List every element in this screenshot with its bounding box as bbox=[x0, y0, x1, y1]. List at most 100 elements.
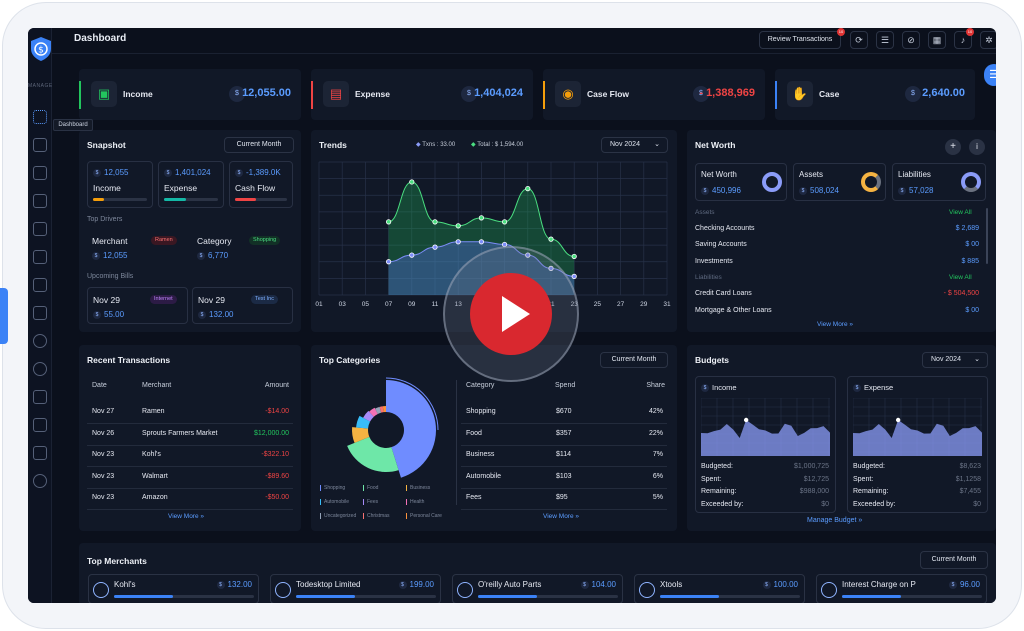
settings-gear-icon[interactable]: ✲ bbox=[980, 31, 996, 49]
table-row[interactable]: Nov 23 Amazon -$50.00 bbox=[87, 489, 293, 510]
current-month-button[interactable]: Current Month bbox=[920, 551, 988, 569]
month-select[interactable]: Nov 2024 ⌄ bbox=[922, 352, 988, 368]
merchant-tile[interactable]: Xtools $100.00 bbox=[634, 574, 805, 603]
data-point[interactable] bbox=[386, 219, 392, 225]
table-row[interactable]: Fees $95 5% bbox=[461, 489, 667, 510]
info-icon[interactable]: i bbox=[969, 139, 985, 155]
data-point[interactable] bbox=[409, 179, 415, 185]
dollar-icon: $ bbox=[693, 86, 709, 102]
data-point[interactable] bbox=[548, 236, 554, 242]
table-row[interactable]: Nov 23 Walmart -$89.60 bbox=[87, 468, 293, 489]
dashboard-screen: $ MANAGE Dashboard Dashboard Review Tran… bbox=[28, 28, 996, 603]
donut-slice-4[interactable] bbox=[363, 410, 374, 422]
liability-name: Credit Card Loans bbox=[695, 290, 752, 297]
data-point[interactable] bbox=[432, 244, 438, 250]
legend-item: Automobile bbox=[320, 499, 349, 505]
accounts-nav-icon[interactable] bbox=[33, 138, 47, 152]
report-nav-icon[interactable] bbox=[33, 390, 47, 404]
donut-slice-0[interactable] bbox=[386, 380, 436, 478]
recent-transactions-card: Recent Transactions Date Merchant Amount… bbox=[79, 345, 301, 531]
merchant-tile[interactable]: O'reilly Auto Parts $104.00 bbox=[452, 574, 623, 603]
profile-nav-icon[interactable] bbox=[33, 474, 47, 488]
categories-donut-chart bbox=[347, 377, 439, 478]
row-share: 5% bbox=[652, 494, 663, 501]
merchant-tile[interactable]: Kohl's $132.00 bbox=[88, 574, 259, 603]
current-month-button[interactable]: Current Month bbox=[224, 137, 294, 153]
view-all-link[interactable]: View All bbox=[949, 209, 972, 216]
donut-slice-8[interactable] bbox=[382, 406, 386, 413]
calendar-icon[interactable]: ▦ bbox=[928, 31, 946, 49]
data-point[interactable] bbox=[478, 239, 484, 245]
data-point[interactable] bbox=[386, 259, 392, 265]
table-row[interactable]: Business $114 7% bbox=[461, 446, 667, 467]
data-point[interactable] bbox=[455, 223, 461, 229]
month-select[interactable]: Nov 2024 ⌄ bbox=[601, 137, 668, 153]
liability-name: Mortgage & Other Loans bbox=[695, 307, 772, 314]
table-row[interactable]: Shopping $670 42% bbox=[461, 403, 667, 424]
target-nav-icon[interactable] bbox=[33, 334, 47, 348]
merchant-tile[interactable]: Todesktop Limited $199.00 bbox=[270, 574, 441, 603]
data-point[interactable] bbox=[571, 273, 577, 279]
bell-icon[interactable]: ♪ bbox=[954, 31, 972, 49]
building-nav-icon[interactable] bbox=[33, 222, 47, 236]
data-point[interactable] bbox=[502, 219, 508, 225]
table-row[interactable]: Automobile $103 6% bbox=[461, 468, 667, 489]
wallet-nav-icon[interactable] bbox=[33, 166, 47, 180]
menu-fab-button[interactable]: ☰ bbox=[984, 64, 996, 86]
review-transactions-button[interactable]: Review Transactions bbox=[759, 31, 841, 49]
filter-nav-icon[interactable] bbox=[33, 418, 47, 432]
current-month-button[interactable]: Current Month bbox=[600, 352, 668, 368]
table-row[interactable]: Nov 27 Ramen -$14.00 bbox=[87, 403, 293, 424]
table-row[interactable]: Nov 23 Kohl's -$322.10 bbox=[87, 446, 293, 467]
income-wallet-icon: ▣ bbox=[91, 81, 117, 107]
x-tick-label: 05 bbox=[362, 301, 370, 308]
donut-slice-7[interactable] bbox=[379, 406, 384, 413]
view-more-link[interactable]: View More bbox=[168, 513, 199, 520]
stat-accent-bar bbox=[311, 81, 313, 109]
donut-slice-2[interactable] bbox=[352, 427, 370, 443]
data-point[interactable] bbox=[525, 185, 531, 192]
merchant-amount: $96.00 bbox=[948, 580, 980, 589]
dashboard-nav-icon[interactable] bbox=[33, 110, 47, 124]
data-point[interactable] bbox=[432, 219, 438, 225]
donut-slice-5[interactable] bbox=[369, 407, 378, 417]
tile-progress bbox=[235, 198, 287, 201]
play-button[interactable] bbox=[470, 273, 552, 355]
divider bbox=[456, 380, 457, 505]
row-category: Business bbox=[466, 451, 495, 458]
manage-budget-link[interactable]: Manage Budget bbox=[807, 517, 857, 524]
cart-nav-icon[interactable] bbox=[33, 306, 47, 320]
checklist-icon[interactable]: ☰ bbox=[876, 31, 894, 49]
merchant-name: Interest Charge on P bbox=[842, 580, 916, 589]
video-play-overlay[interactable] bbox=[443, 246, 579, 382]
car-nav-icon[interactable] bbox=[33, 250, 47, 264]
data-point[interactable] bbox=[478, 215, 484, 221]
view-more-link[interactable]: View More bbox=[543, 513, 574, 520]
attachment-icon[interactable]: ⊘ bbox=[902, 31, 920, 49]
link-nav-icon[interactable] bbox=[33, 362, 47, 376]
add-icon[interactable]: + bbox=[945, 139, 961, 155]
donut-slice-3[interactable] bbox=[356, 415, 371, 429]
data-point[interactable] bbox=[571, 253, 577, 260]
row-spend: $357 bbox=[556, 429, 572, 437]
merchant-value: 96.00 bbox=[959, 580, 980, 589]
legend-label: Health bbox=[410, 499, 425, 505]
donut-slice-1[interactable] bbox=[347, 436, 399, 472]
scrollbar[interactable] bbox=[986, 208, 988, 264]
document-nav-icon[interactable] bbox=[33, 278, 47, 292]
view-all-link[interactable]: View All bbox=[949, 274, 972, 281]
table-row[interactable]: Nov 26 Sprouts Farmers Market $12,000.00 bbox=[87, 425, 293, 446]
data-point[interactable] bbox=[455, 239, 461, 245]
donut-slice-6[interactable] bbox=[375, 406, 382, 414]
chart-nav-icon[interactable] bbox=[33, 446, 47, 460]
merchant-tile[interactable]: Interest Charge on P $96.00 bbox=[816, 574, 987, 603]
refresh-icon[interactable]: ⟳ bbox=[850, 31, 868, 49]
bag-nav-icon[interactable] bbox=[33, 194, 47, 208]
budget-sparkline bbox=[701, 398, 830, 456]
side-handle[interactable] bbox=[0, 288, 8, 344]
view-more-link[interactable]: View More bbox=[817, 321, 848, 328]
row-spend: $95 bbox=[556, 494, 568, 501]
month-select-value: Nov 2024 bbox=[610, 141, 640, 148]
data-point[interactable] bbox=[409, 252, 415, 258]
table-row[interactable]: Food $357 22% bbox=[461, 425, 667, 446]
